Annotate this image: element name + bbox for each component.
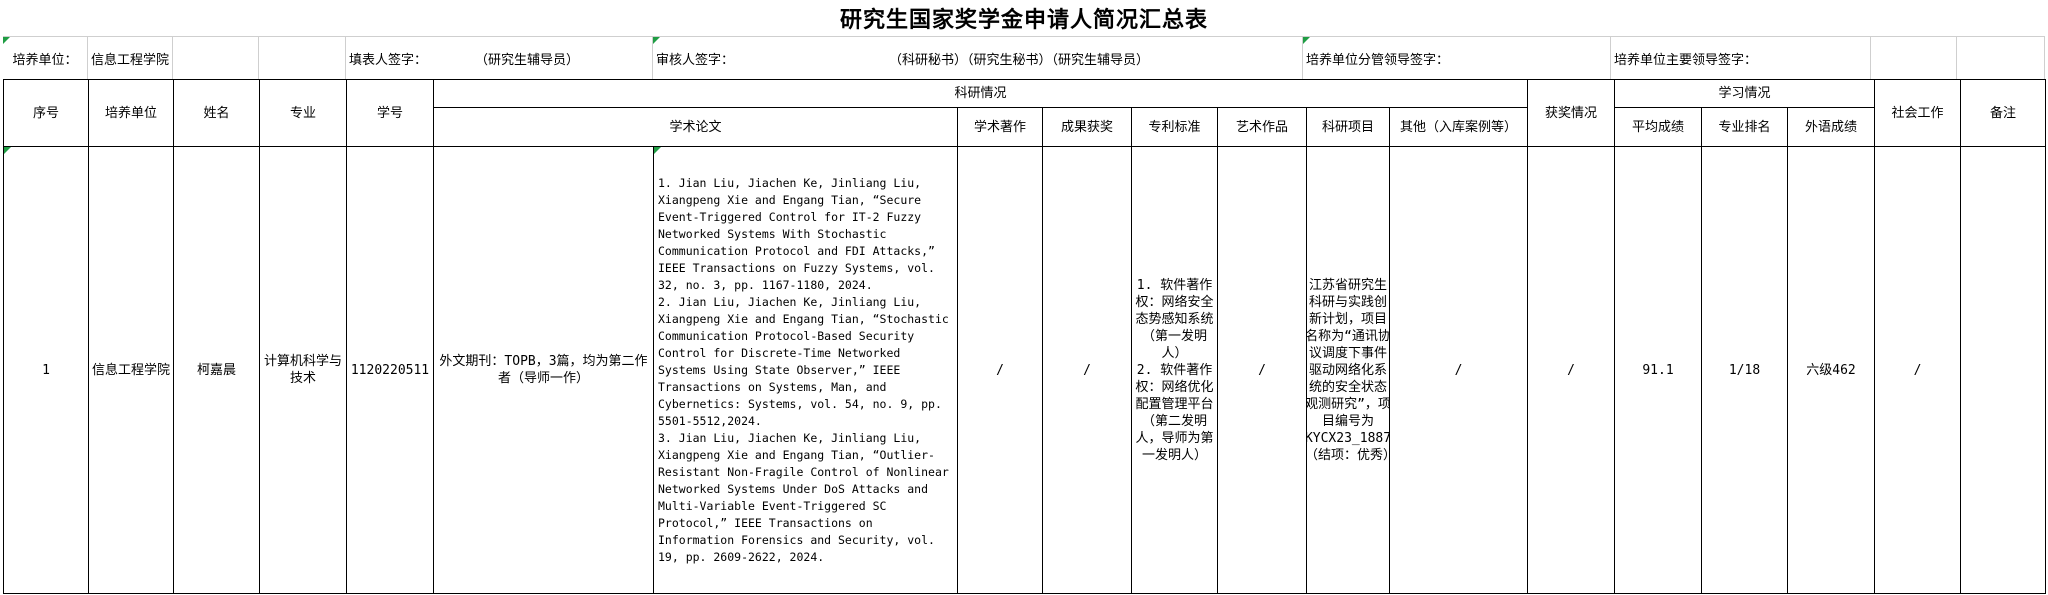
cell-research-projects[interactable]: 江苏省研究生科研与实践创新计划，项目名称为“通讯协议调度下事件驱动网络化系统的安… xyxy=(1307,147,1390,594)
cell-social-work[interactable]: / xyxy=(1875,147,1961,594)
error-flag-icon xyxy=(1303,37,1310,44)
header-artworks[interactable]: 艺术作品 xyxy=(1218,108,1307,147)
error-flag-icon xyxy=(654,147,661,154)
cell-form-filler-signature[interactable]: 填表人签字： （研究生辅导员） xyxy=(346,37,653,79)
header-monographs[interactable]: 学术著作 xyxy=(958,108,1043,147)
cell-name[interactable]: 柯嘉晨 xyxy=(174,147,260,594)
page-title: 研究生国家奖学金申请人简况汇总表 xyxy=(839,8,1208,33)
header-avg-score[interactable]: 平均成绩 xyxy=(1615,108,1702,147)
cell-achievement-awards[interactable]: / xyxy=(1043,147,1132,594)
cell-avg-score[interactable]: 91.1 xyxy=(1615,147,1702,594)
cell-empty[interactable] xyxy=(1871,37,1957,79)
cell-unit-label[interactable]: 培养单位： xyxy=(3,37,88,79)
header-awards[interactable]: 获奖情况 xyxy=(1528,80,1615,147)
cell-papers-summary[interactable]: 外文期刊：TOPB，3篇，均为第二作者（导师一作） xyxy=(434,147,654,594)
header-achievement-awards[interactable]: 成果获奖 xyxy=(1043,108,1132,147)
header-student-id[interactable]: 学号 xyxy=(347,80,434,147)
signature-row: 培养单位： 信息工程学院 填表人签字： （研究生辅导员） 审核人签字： （科研秘… xyxy=(3,36,2045,79)
cell-deputy-leader-signature[interactable]: 培养单位分管领导签字： xyxy=(1303,37,1611,79)
header-foreign-language[interactable]: 外语成绩 xyxy=(1788,108,1875,147)
error-flag-icon xyxy=(3,37,10,44)
error-flag-icon xyxy=(4,147,11,154)
title-row: 研究生国家奖学金申请人简况汇总表 xyxy=(0,0,2048,36)
cell-remarks[interactable] xyxy=(1961,147,2046,594)
header-patents-standards[interactable]: 专利标准 xyxy=(1132,108,1218,147)
cell-artworks[interactable]: / xyxy=(1218,147,1307,594)
header-remarks[interactable]: 备注 xyxy=(1961,80,2046,147)
cell-index[interactable]: 1 xyxy=(4,147,89,594)
header-unit[interactable]: 培养单位 xyxy=(89,80,174,147)
summary-table: 序号 培养单位 姓名 专业 学号 科研情况 获奖情况 学习情况 社会工作 备注 … xyxy=(3,79,2046,594)
cell-unit-value[interactable]: 信息工程学院 xyxy=(88,37,173,79)
cell-papers-detail[interactable]: 1. Jian Liu, Jiachen Ke, Jinliang Liu, X… xyxy=(654,147,958,594)
cell-foreign-language[interactable]: 六级462 xyxy=(1788,147,1875,594)
header-study-group[interactable]: 学习情况 xyxy=(1615,80,1875,108)
cell-unit[interactable]: 信息工程学院 xyxy=(89,147,174,594)
header-research-projects[interactable]: 科研项目 xyxy=(1307,108,1390,147)
header-research-group[interactable]: 科研情况 xyxy=(434,80,1528,108)
header-index[interactable]: 序号 xyxy=(4,80,89,147)
header-name[interactable]: 姓名 xyxy=(174,80,260,147)
error-flag-icon xyxy=(653,37,660,44)
cell-empty[interactable] xyxy=(259,37,346,79)
cell-empty[interactable] xyxy=(173,37,259,79)
cell-student-id[interactable]: 1120220511 xyxy=(347,147,434,594)
cell-reviewer-signature[interactable]: 审核人签字： （科研秘书）（研究生秘书）（研究生辅导员） xyxy=(653,37,1303,79)
header-major-rank[interactable]: 专业排名 xyxy=(1702,108,1788,147)
cell-awards[interactable]: / xyxy=(1528,147,1615,594)
cell-major-rank[interactable]: 1/18 xyxy=(1702,147,1788,594)
header-major[interactable]: 专业 xyxy=(260,80,347,147)
cell-major[interactable]: 计算机科学与技术 xyxy=(260,147,347,594)
cell-monographs[interactable]: / xyxy=(958,147,1043,594)
cell-patents-standards[interactable]: 1. 软件著作权：网络安全态势感知系统（第一发明人） 2. 软件著作权：网络优化… xyxy=(1132,147,1218,594)
header-papers[interactable]: 学术论文 xyxy=(434,108,958,147)
cell-empty[interactable] xyxy=(1957,37,2045,79)
header-social-work[interactable]: 社会工作 xyxy=(1875,80,1961,147)
header-other[interactable]: 其他（入库案例等） xyxy=(1390,108,1528,147)
cell-other[interactable]: / xyxy=(1390,147,1528,594)
cell-chief-leader-signature[interactable]: 培养单位主要领导签字： xyxy=(1611,37,1871,79)
